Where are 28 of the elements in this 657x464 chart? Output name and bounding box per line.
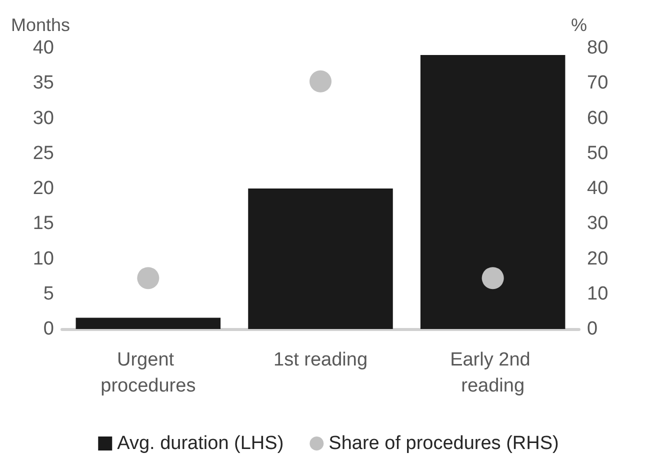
y-tick-label: 10: [32, 248, 54, 270]
y2-tick-label: 80: [587, 38, 608, 58]
x-tick-label: Urgent procedures: [100, 350, 196, 396]
y-tick-label: 30: [32, 108, 54, 129]
x-tick-label: Early 2nd reading: [450, 350, 536, 396]
bar: [76, 318, 221, 329]
y2-tick-label: 30: [587, 213, 608, 234]
y2-tick-label: 60: [587, 108, 608, 129]
y2-axis-title: %: [571, 15, 588, 35]
y2-tick-label: 20: [587, 248, 608, 270]
y2-tick-label: 40: [587, 178, 608, 199]
y2-tick-label: 0: [587, 318, 598, 340]
bar: [420, 55, 566, 329]
y-tick-label: 25: [32, 142, 54, 164]
y-tick-label: 35: [32, 72, 54, 94]
y-tick-label: 0: [43, 318, 54, 340]
y-tick-label: 15: [32, 213, 54, 234]
y2-tick-label: 70: [587, 72, 608, 94]
legend-label: Share of procedures (RHS): [328, 433, 559, 454]
bar: [248, 188, 393, 329]
y2-tick-label: 50: [587, 142, 608, 164]
y-tick-label: 5: [43, 283, 54, 304]
y2-tick-label: 10: [587, 283, 608, 304]
y-tick-label: 40: [32, 38, 54, 58]
y-tick-label: 20: [32, 178, 54, 199]
x-tick-label: 1st reading: [273, 350, 368, 370]
legend-label: Avg. duration (LHS): [117, 433, 284, 454]
y-axis-title: Months: [10, 15, 70, 35]
